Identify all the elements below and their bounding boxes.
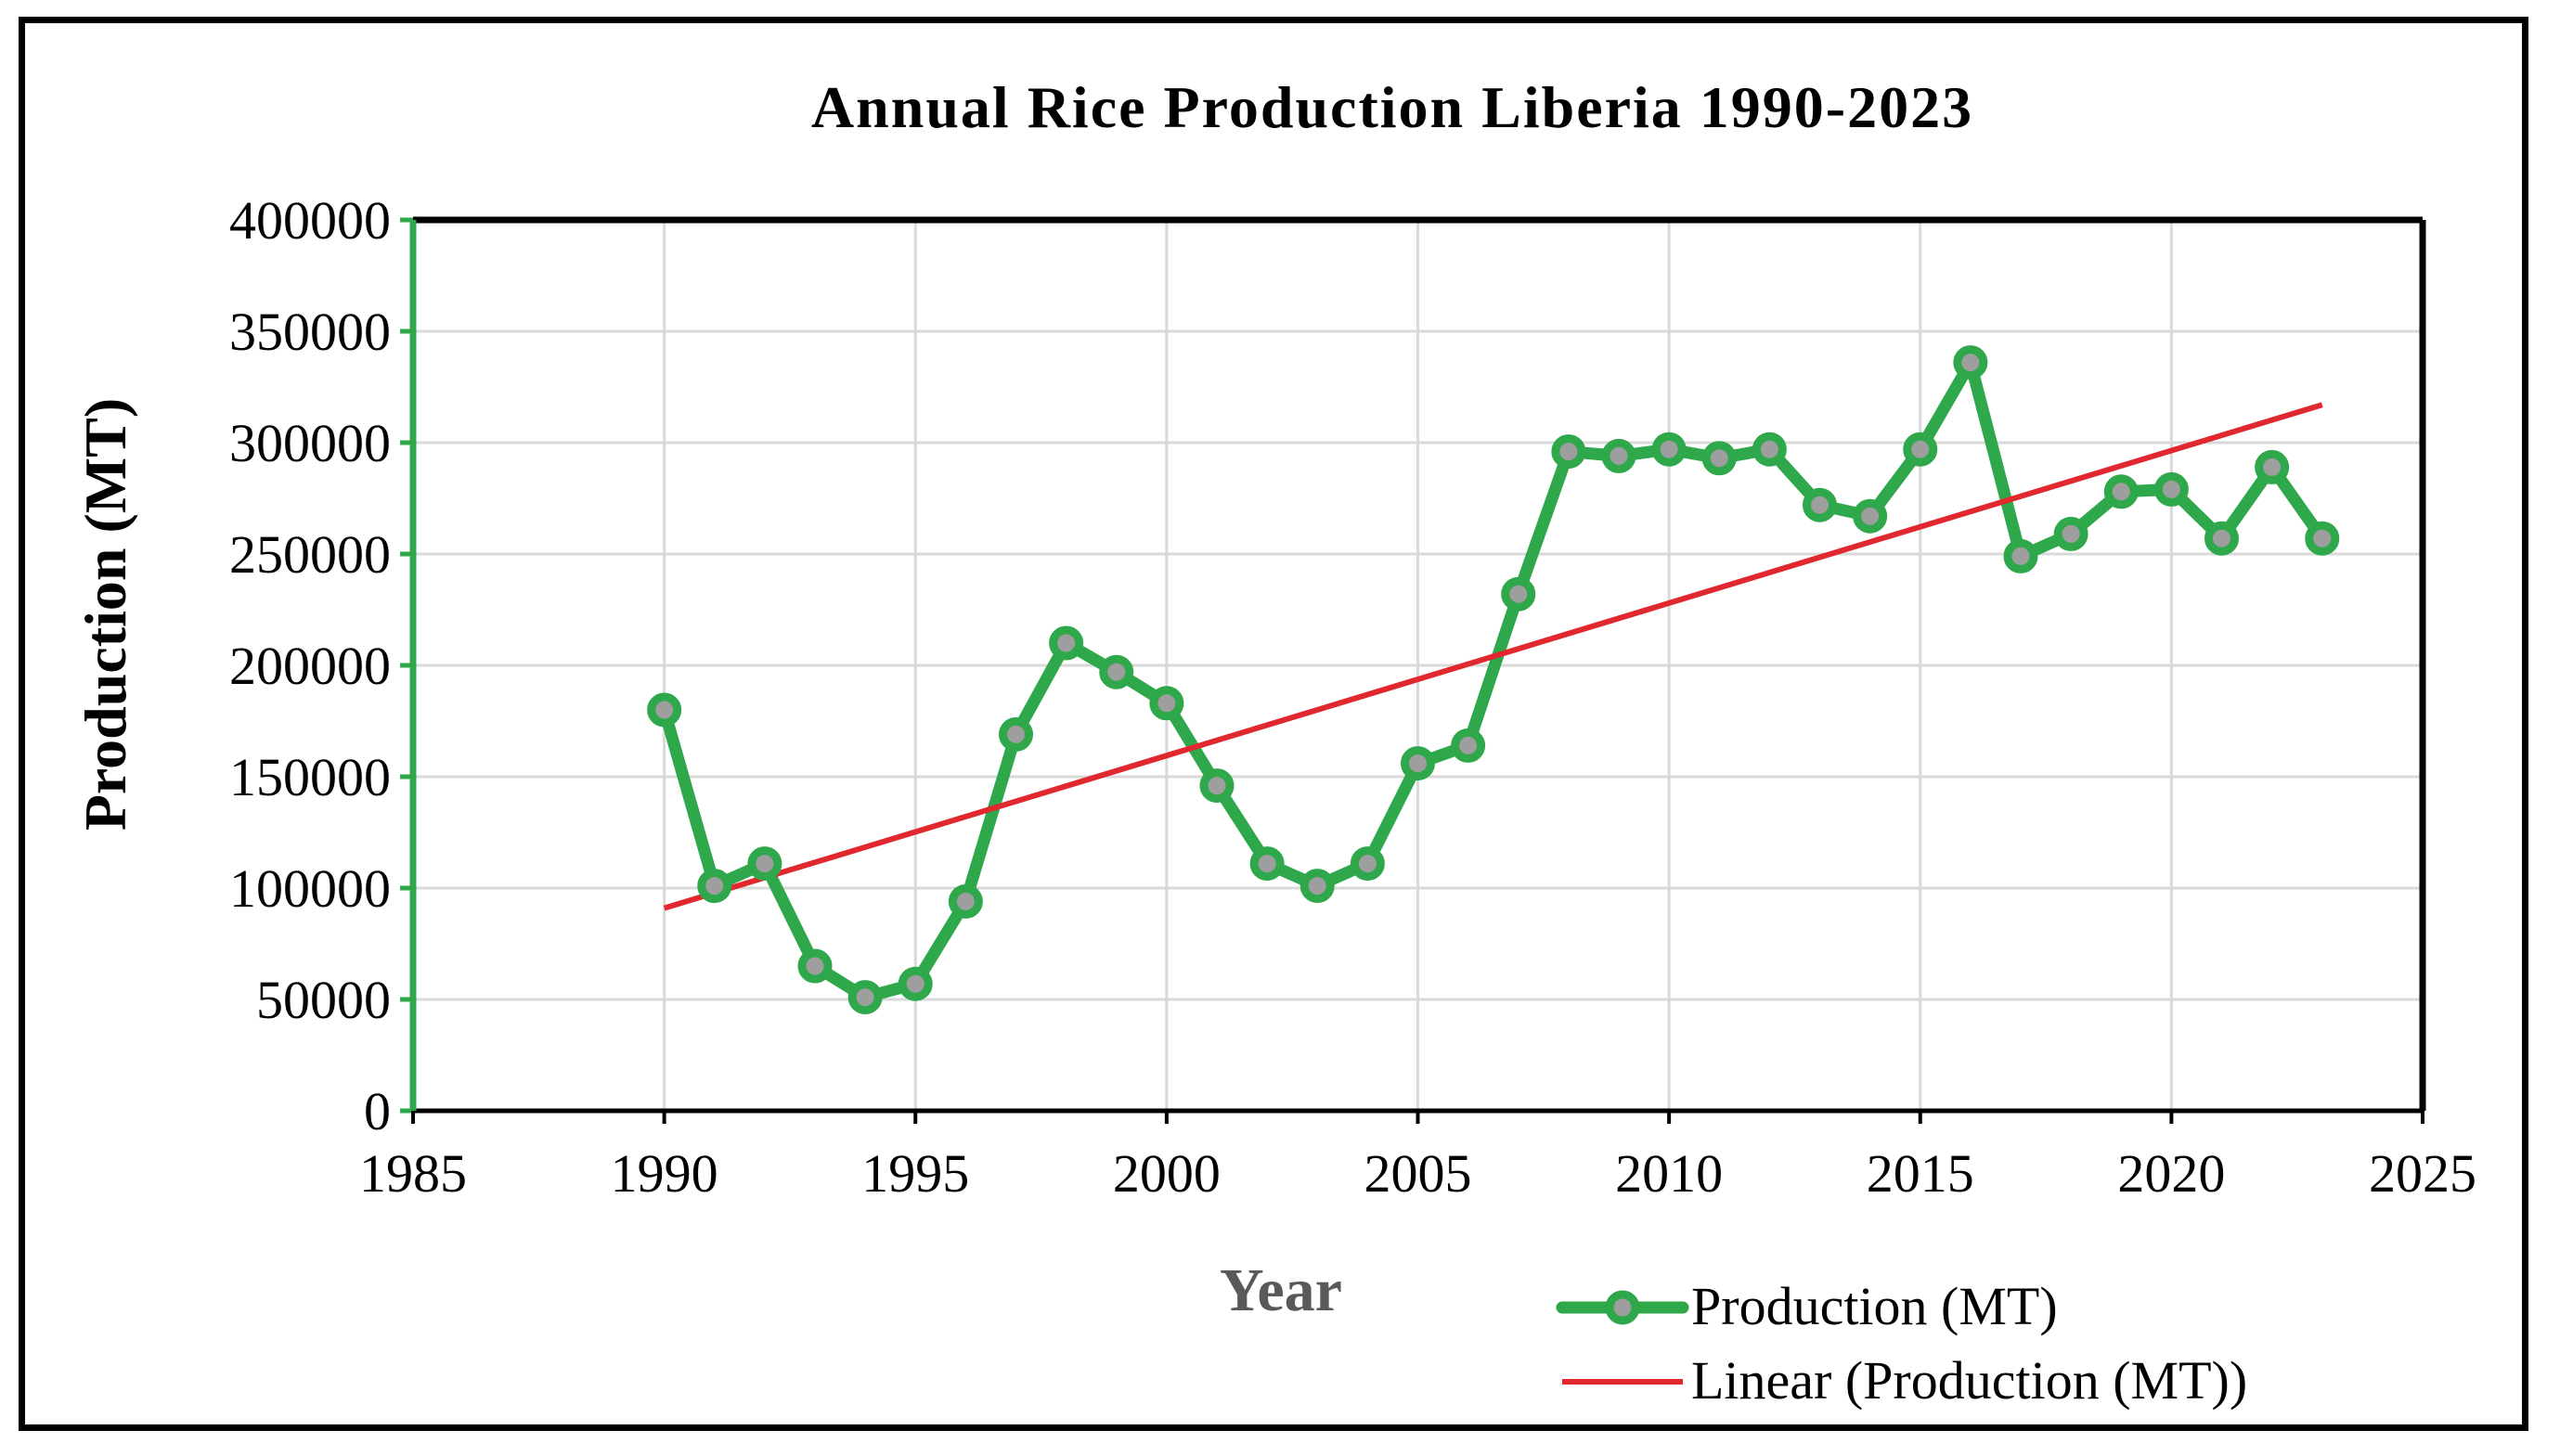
data-point-2009 xyxy=(1601,438,1636,473)
y-tick-label-1: 50000 xyxy=(256,970,391,1030)
y-tick-label-7: 350000 xyxy=(229,302,391,362)
data-point-2000 xyxy=(1149,686,1184,721)
data-point-1990 xyxy=(647,692,682,728)
legend-item-production: Production (MT) xyxy=(1556,1276,2058,1336)
data-point-2016 xyxy=(1953,345,1988,380)
x-tick-label-6: 2015 xyxy=(1867,1143,1974,1204)
data-point-1997 xyxy=(999,716,1033,752)
y-tick-label-4: 200000 xyxy=(229,636,391,696)
data-point-1991 xyxy=(697,869,732,904)
data-point-2004 xyxy=(1350,846,1385,882)
data-point-1992 xyxy=(747,846,782,882)
data-point-1996 xyxy=(948,883,983,919)
x-tick-label-8: 2025 xyxy=(2369,1143,2476,1204)
x-tick-label-0: 1985 xyxy=(359,1143,467,1204)
data-point-2008 xyxy=(1551,434,1586,470)
x-tick-label-1: 1990 xyxy=(611,1143,718,1204)
y-tick-label-3: 150000 xyxy=(229,747,391,807)
data-point-2012 xyxy=(1752,432,1787,467)
data-point-2015 xyxy=(1903,432,1938,467)
data-point-2017 xyxy=(2003,538,2038,573)
chart-title: Annual Rice Production Liberia 1990-2023 xyxy=(811,74,1973,140)
y-tick-label-2: 100000 xyxy=(229,858,391,919)
y-axis-label: Production (MT) xyxy=(72,398,138,831)
data-point-2022 xyxy=(2255,449,2290,484)
axes xyxy=(400,216,2426,1124)
series-linear-trend-line xyxy=(663,402,2323,911)
data-point-2020 xyxy=(2153,471,2189,507)
data-point-2013 xyxy=(1803,487,1837,522)
y-tick-label-0: 0 xyxy=(364,1081,391,1141)
x-tick-label-4: 2005 xyxy=(1364,1143,1472,1204)
x-tick-label-7: 2020 xyxy=(2117,1143,2225,1204)
data-point-2018 xyxy=(2053,516,2088,551)
data-point-2005 xyxy=(1401,746,1435,781)
data-point-2003 xyxy=(1299,869,1335,904)
series-production-line xyxy=(658,356,2329,1004)
data-point-2010 xyxy=(1651,432,1687,467)
legend-label-linear: Linear (Production (MT)) xyxy=(1691,1350,2247,1411)
data-point-2002 xyxy=(1249,846,1285,882)
data-point-1993 xyxy=(797,948,833,984)
x-tick-label-3: 2000 xyxy=(1113,1143,1221,1204)
y-tick-label-6: 300000 xyxy=(229,413,391,473)
data-point-1998 xyxy=(1049,625,1084,661)
data-point-2014 xyxy=(1853,498,1888,534)
y-tick-labels: 0 50000 100000 150000 200000 250000 300000 3500… xyxy=(229,190,391,1141)
data-point-1999 xyxy=(1099,654,1134,689)
data-point-2021 xyxy=(2204,521,2239,556)
y-tick-label-5: 250000 xyxy=(229,524,391,585)
legend-item-linear: Linear (Production (MT)) xyxy=(1562,1350,2247,1411)
legend-label-production: Production (MT) xyxy=(1691,1276,2058,1336)
series-layer xyxy=(647,345,2340,1015)
data-point-2007 xyxy=(1501,576,1536,612)
data-point-2006 xyxy=(1451,728,1486,763)
legend: Production (MT) Linear (Production (MT)) xyxy=(1556,1276,2247,1411)
data-point-1994 xyxy=(847,980,883,1015)
data-point-2023 xyxy=(2305,521,2340,556)
x-tick-labels: 1985 1990 1995 2000 2005 2010 2015 2020 2025 xyxy=(359,1143,2476,1204)
data-point-2011 xyxy=(1701,441,1737,476)
x-tick-label-2: 1995 xyxy=(861,1143,969,1204)
grid-lines xyxy=(413,220,2423,1111)
data-point-2001 xyxy=(1199,768,1235,804)
x-tick-label-5: 2010 xyxy=(1615,1143,1723,1204)
data-point-2019 xyxy=(2103,474,2139,509)
data-point-1995 xyxy=(898,966,933,1001)
y-tick-label-8: 400000 xyxy=(229,190,391,251)
x-axis-label: Year xyxy=(1220,1256,1342,1324)
